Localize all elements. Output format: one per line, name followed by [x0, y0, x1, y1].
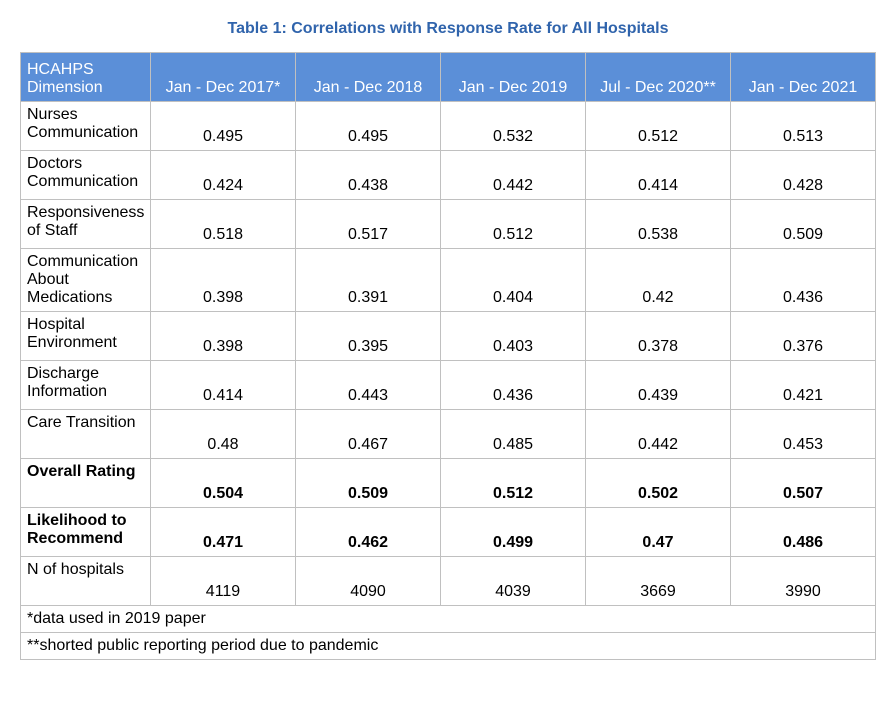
table-body: Nurses Communication0.4950.4950.5320.512… [21, 102, 876, 660]
row-label: Discharge Information [21, 361, 151, 410]
cell-value: 4039 [441, 557, 586, 606]
cell-value: 0.414 [586, 151, 731, 200]
table-row: Communication About Medications0.3980.39… [21, 249, 876, 312]
cell-value: 4090 [296, 557, 441, 606]
footnote-text: **shorted public reporting period due to… [21, 633, 876, 660]
cell-value: 0.518 [151, 200, 296, 249]
row-label: Doctors Communication [21, 151, 151, 200]
cell-value: 0.442 [441, 151, 586, 200]
cell-value: 0.512 [441, 200, 586, 249]
col-header-p5: Jan - Dec 2021 [731, 53, 876, 102]
table-title: Table 1: Correlations with Response Rate… [20, 20, 876, 38]
cell-value: 0.414 [151, 361, 296, 410]
row-label: Communication About Medications [21, 249, 151, 312]
cell-value: 0.395 [296, 312, 441, 361]
cell-value: 0.512 [586, 102, 731, 151]
cell-value: 0.512 [441, 459, 586, 508]
table-row: Discharge Information0.4140.4430.4360.43… [21, 361, 876, 410]
cell-value: 0.438 [296, 151, 441, 200]
cell-value: 0.398 [151, 312, 296, 361]
footnote-text: *data used in 2019 paper [21, 606, 876, 633]
table-row: Overall Rating0.5040.5090.5120.5020.507 [21, 459, 876, 508]
cell-value: 0.462 [296, 508, 441, 557]
footnote-row: **shorted public reporting period due to… [21, 633, 876, 660]
table-row: N of hospitals41194090403936693990 [21, 557, 876, 606]
footnote-row: *data used in 2019 paper [21, 606, 876, 633]
cell-value: 0.485 [441, 410, 586, 459]
col-header-p2: Jan - Dec 2018 [296, 53, 441, 102]
cell-value: 0.398 [151, 249, 296, 312]
cell-value: 0.376 [731, 312, 876, 361]
table-row: Care Transition0.480.4670.4850.4420.453 [21, 410, 876, 459]
cell-value: 0.471 [151, 508, 296, 557]
row-label: Overall Rating [21, 459, 151, 508]
col-header-p3: Jan - Dec 2019 [441, 53, 586, 102]
row-label: Hospital Environment [21, 312, 151, 361]
cell-value: 0.443 [296, 361, 441, 410]
cell-value: 0.502 [586, 459, 731, 508]
cell-value: 0.428 [731, 151, 876, 200]
cell-value: 0.486 [731, 508, 876, 557]
cell-value: 0.495 [151, 102, 296, 151]
table-row: Doctors Communication0.4240.4380.4420.41… [21, 151, 876, 200]
table-row: Likelihood to Recommend0.4710.4620.4990.… [21, 508, 876, 557]
cell-value: 0.504 [151, 459, 296, 508]
cell-value: 0.439 [586, 361, 731, 410]
cell-value: 0.507 [731, 459, 876, 508]
cell-value: 0.378 [586, 312, 731, 361]
row-label: Care Transition [21, 410, 151, 459]
cell-value: 3669 [586, 557, 731, 606]
cell-value: 0.48 [151, 410, 296, 459]
col-header-p4: Jul - Dec 2020** [586, 53, 731, 102]
col-header-p1: Jan - Dec 2017* [151, 53, 296, 102]
row-label: Nurses Communication [21, 102, 151, 151]
cell-value: 0.436 [731, 249, 876, 312]
cell-value: 0.47 [586, 508, 731, 557]
col-header-dimension: HCAHPS Dimension [21, 53, 151, 102]
row-label: Responsiveness of Staff [21, 200, 151, 249]
cell-value: 0.442 [586, 410, 731, 459]
cell-value: 0.495 [296, 102, 441, 151]
row-label: Likelihood to Recommend [21, 508, 151, 557]
cell-value: 0.538 [586, 200, 731, 249]
table-wrapper: Table 1: Correlations with Response Rate… [20, 20, 876, 660]
cell-value: 0.436 [441, 361, 586, 410]
table-row: Responsiveness of Staff0.5180.5170.5120.… [21, 200, 876, 249]
cell-value: 0.499 [441, 508, 586, 557]
table-row: Nurses Communication0.4950.4950.5320.512… [21, 102, 876, 151]
table-row: Hospital Environment0.3980.3950.4030.378… [21, 312, 876, 361]
cell-value: 0.424 [151, 151, 296, 200]
cell-value: 0.421 [731, 361, 876, 410]
cell-value: 0.453 [731, 410, 876, 459]
cell-value: 4119 [151, 557, 296, 606]
header-row: HCAHPS Dimension Jan - Dec 2017* Jan - D… [21, 53, 876, 102]
cell-value: 0.513 [731, 102, 876, 151]
correlations-table: HCAHPS Dimension Jan - Dec 2017* Jan - D… [20, 52, 876, 660]
row-label: N of hospitals [21, 557, 151, 606]
cell-value: 0.509 [296, 459, 441, 508]
cell-value: 0.467 [296, 410, 441, 459]
cell-value: 3990 [731, 557, 876, 606]
cell-value: 0.532 [441, 102, 586, 151]
cell-value: 0.404 [441, 249, 586, 312]
cell-value: 0.42 [586, 249, 731, 312]
cell-value: 0.403 [441, 312, 586, 361]
cell-value: 0.509 [731, 200, 876, 249]
cell-value: 0.517 [296, 200, 441, 249]
cell-value: 0.391 [296, 249, 441, 312]
